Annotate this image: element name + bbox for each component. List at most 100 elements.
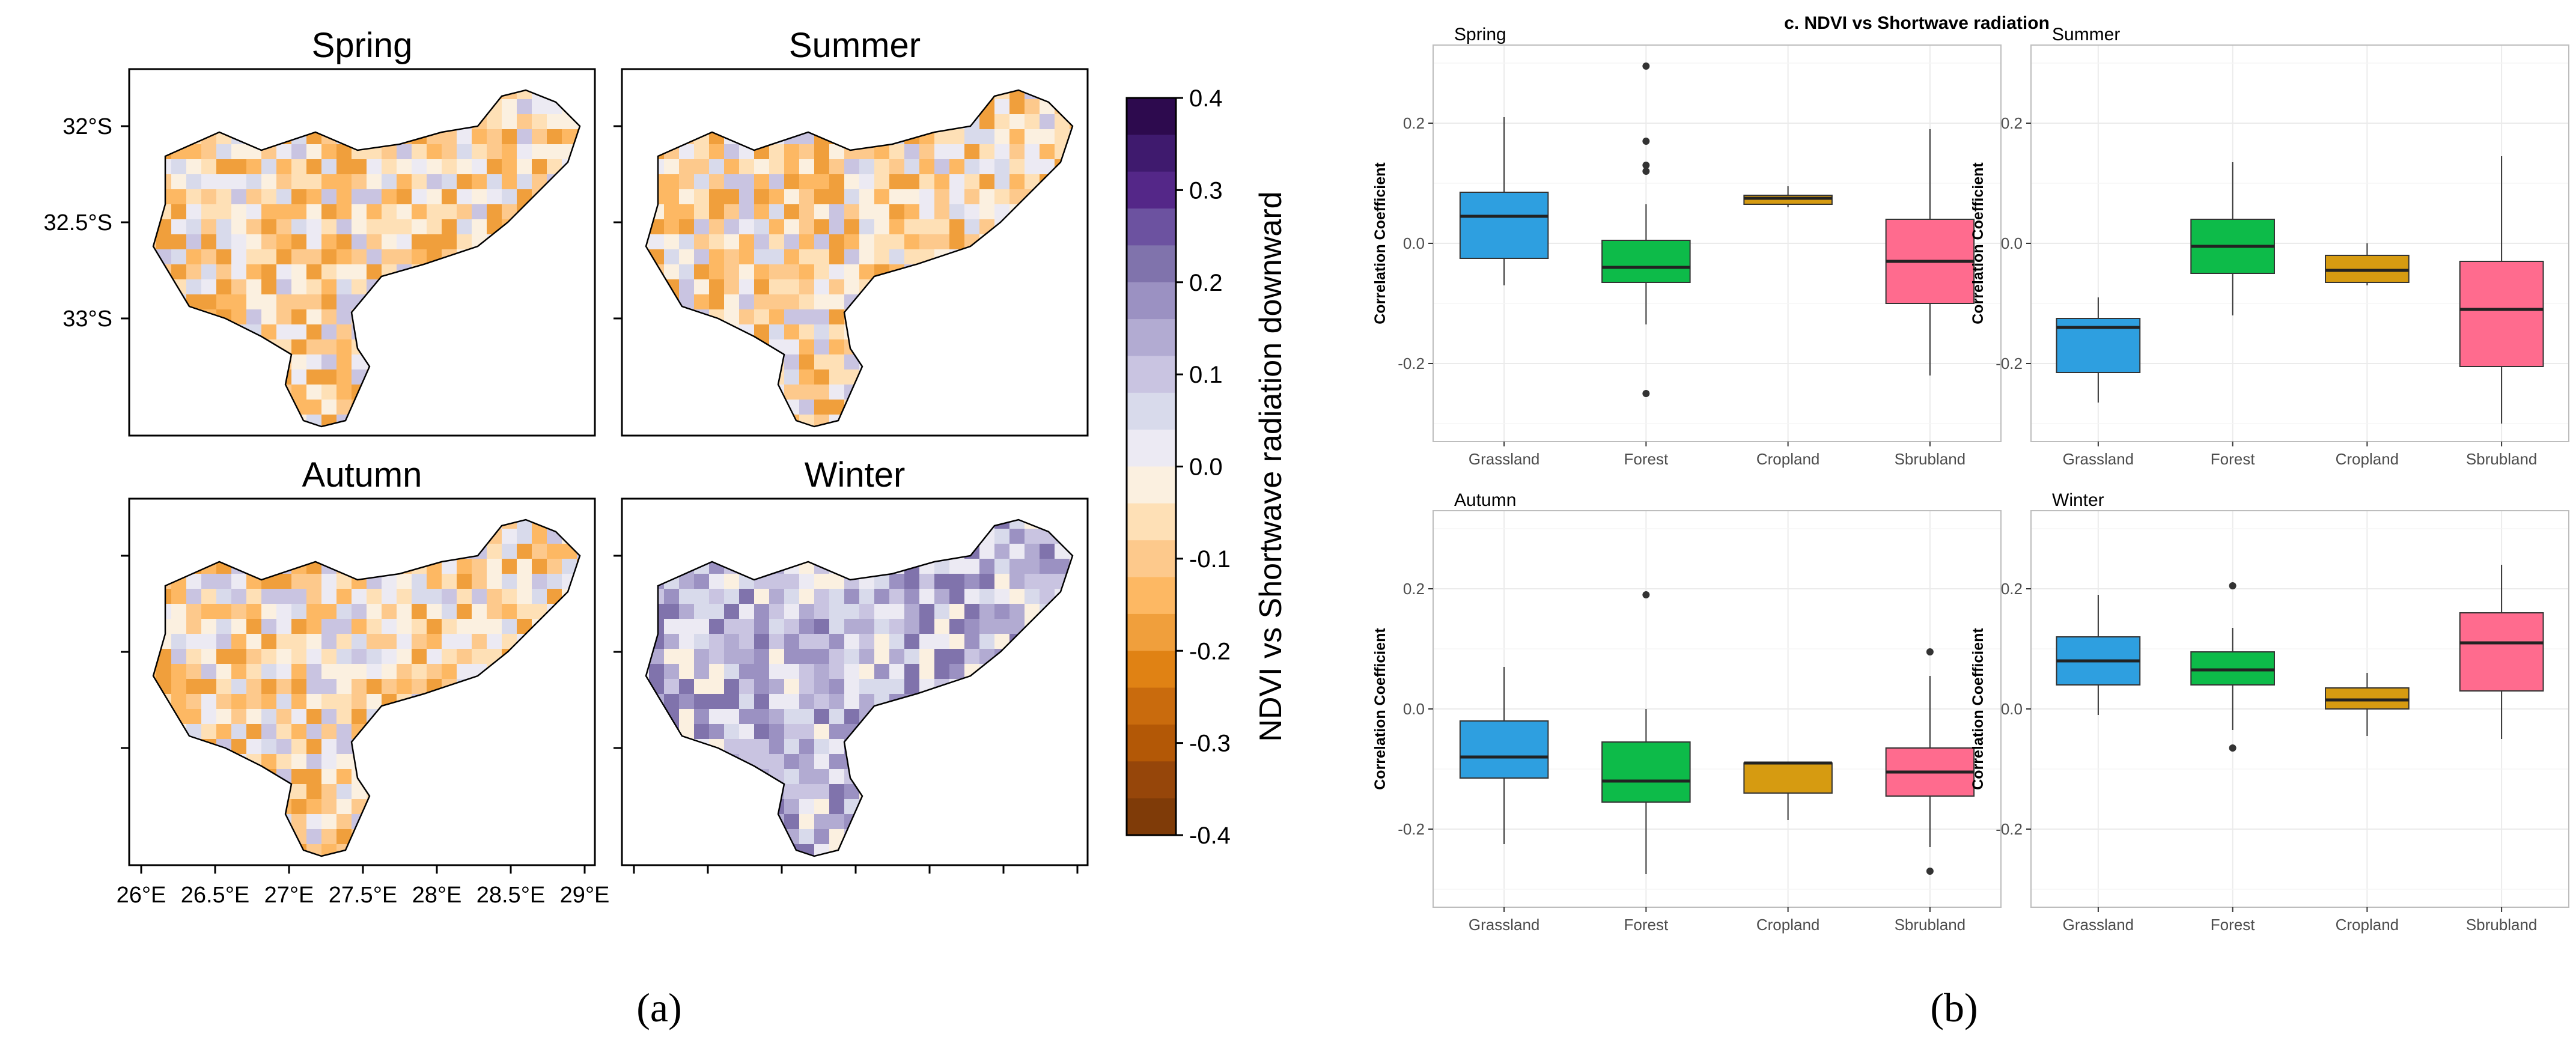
grid-cell [201, 649, 216, 664]
colorbar-segment [1127, 319, 1176, 356]
grid-cell [291, 634, 306, 649]
grid-cell [246, 739, 261, 754]
grid-cell [754, 649, 769, 664]
grid-cell [442, 619, 457, 634]
grid-cell [994, 144, 1009, 159]
box [2459, 261, 2544, 367]
grid-cell [427, 159, 442, 174]
grid-cell [664, 219, 679, 234]
grid-cell [829, 694, 844, 709]
grid-cell [844, 279, 859, 294]
grid-cell [352, 664, 367, 679]
outlier-point [1926, 868, 1934, 875]
grid-cell [306, 369, 321, 385]
grid-cell [784, 219, 799, 234]
grid-cell [382, 664, 397, 679]
grid-cell [829, 369, 844, 385]
grid-cell [694, 159, 709, 174]
grid-cell [934, 589, 949, 604]
grid-cell [964, 219, 979, 234]
colorbar-segment [1127, 577, 1176, 615]
grid-cell [321, 294, 336, 309]
grid-cell [502, 559, 517, 574]
colorbar-segment [1127, 503, 1176, 541]
grid-cell [231, 634, 246, 649]
boxplot-panel: Spring 0.2 0.0 -0.2 Correlation Coefficient G… [1372, 25, 2002, 468]
grid-cell [336, 784, 352, 799]
grid-cell [276, 604, 291, 619]
grid-cell [709, 189, 724, 204]
grid-cell [919, 649, 934, 664]
grid-cell [799, 679, 814, 694]
grid-cell [649, 234, 664, 249]
grid-cell [799, 204, 814, 219]
grid-cell [649, 664, 664, 679]
grid-cell [949, 649, 964, 664]
grid-cell [784, 339, 799, 354]
grid-cell [427, 589, 442, 604]
x-tick-label: Sbrubland [2466, 450, 2538, 468]
grid-cell [814, 649, 829, 664]
grid-cell [859, 679, 874, 694]
grid-cell [231, 604, 246, 619]
box [1743, 762, 1833, 794]
grid-cell [472, 174, 487, 189]
grid-cell [919, 664, 934, 679]
grid-cell [724, 619, 739, 634]
y-tick-label: 0.0 [2001, 234, 2023, 252]
grid-cell [276, 694, 291, 709]
grid-cell [517, 159, 532, 174]
outlier-point [1642, 62, 1650, 70]
grid-cell [412, 574, 427, 589]
grid-cell [306, 709, 321, 724]
grid-cell [397, 159, 412, 174]
grid-cell [769, 189, 784, 204]
grid-cell [904, 589, 919, 604]
grid-cell [784, 649, 799, 664]
grid-cell [1025, 589, 1040, 604]
grid-cell [412, 174, 427, 189]
grid-cell [739, 679, 754, 694]
grid-cell [829, 769, 844, 784]
grid-cell [949, 589, 964, 604]
grid-cell [231, 709, 246, 724]
grid-cell [769, 159, 784, 174]
grid-cell [367, 264, 382, 279]
grid-cell [502, 99, 517, 114]
grid-cell [859, 159, 874, 174]
grid-cell [457, 189, 472, 204]
grid-cell [291, 385, 306, 400]
grid-cell [664, 649, 679, 664]
grid-cell [769, 574, 784, 589]
grid-cell [261, 204, 276, 219]
grid-cell [261, 264, 276, 279]
grid-cell [216, 649, 231, 664]
grid-cell [724, 204, 739, 219]
grid-cell [784, 784, 799, 799]
colorbar-segment [1127, 392, 1176, 430]
grid-cell [724, 724, 739, 739]
grid-cell [352, 709, 367, 724]
grid-cell [844, 664, 859, 679]
grid-cell [442, 649, 457, 664]
outlier-point [1642, 168, 1650, 175]
grid-cell [889, 189, 904, 204]
grid-cell [517, 589, 532, 604]
grid-cell [694, 249, 709, 264]
grid-cell [261, 694, 276, 709]
grid-cell [919, 144, 934, 159]
grid-cell [859, 204, 874, 219]
grid-cell [904, 189, 919, 204]
grid-cell [904, 679, 919, 694]
grid-cell [739, 159, 754, 174]
grid-cell [724, 294, 739, 309]
grid-cell [739, 249, 754, 264]
grid-cell [201, 619, 216, 634]
grid-cell [367, 204, 382, 219]
grid-cell [679, 619, 694, 634]
grid-cell [799, 249, 814, 264]
grid-cell [231, 234, 246, 249]
grid-cell [964, 129, 979, 144]
grid-cell [216, 694, 231, 709]
